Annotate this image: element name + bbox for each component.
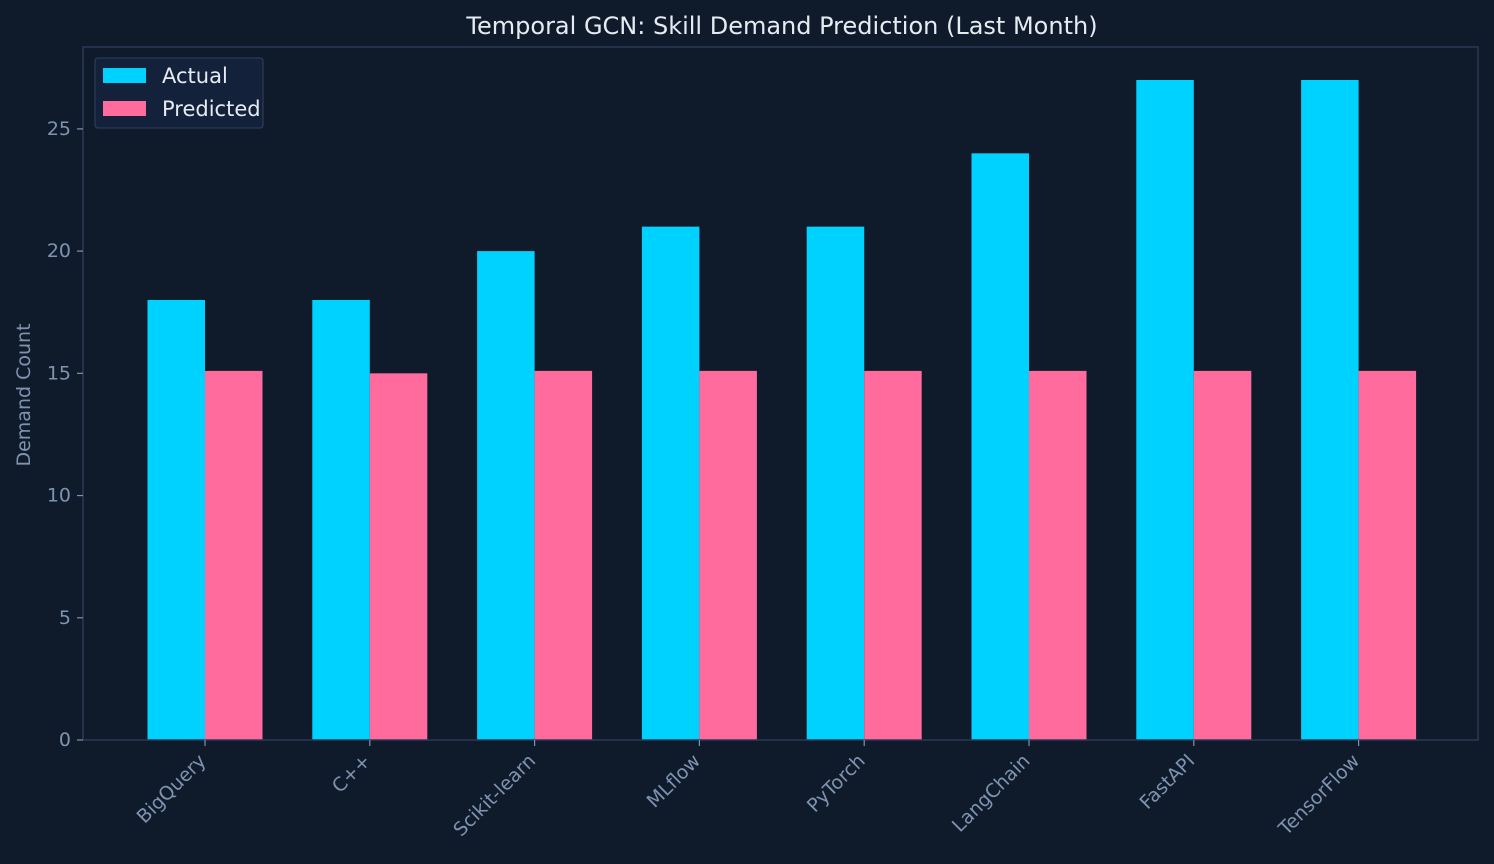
bar-predicted-scikit-learn <box>534 370 593 740</box>
bar-predicted-fastapi <box>1193 370 1252 740</box>
y-tick-label: 0 <box>59 729 71 751</box>
plot-frame <box>82 46 1479 741</box>
y-tick-label: 10 <box>47 485 71 507</box>
bar-actual-pytorch <box>806 226 865 740</box>
bar-actual-tensorflow <box>1301 80 1359 740</box>
y-tick-label: 20 <box>47 240 71 262</box>
chart-title: Temporal GCN: Skill Demand Prediction (L… <box>465 12 1097 40</box>
y-axis-label: Demand Count <box>13 323 35 466</box>
bar-actual-bigquery <box>147 300 205 740</box>
bar-predicted-pytorch <box>864 370 922 740</box>
y-tick-label: 25 <box>47 118 71 140</box>
bar-predicted-langchain <box>1029 370 1087 740</box>
bar-predicted-bigquery <box>205 370 263 740</box>
bar-actual-langchain <box>971 153 1029 741</box>
bar-predicted-tensorflow <box>1358 370 1417 740</box>
bar-predicted-mlflow <box>699 370 757 740</box>
bar-actual-fastapi <box>1136 80 1194 740</box>
bar-actual-c <box>312 300 370 740</box>
bar-actual-scikit-learn <box>477 251 535 740</box>
y-tick-label: 5 <box>59 607 71 629</box>
y-tick-label: 15 <box>47 362 71 384</box>
legend-swatch-predicted <box>103 101 146 116</box>
legend-label-predicted: Predicted <box>162 97 261 121</box>
bar-actual-mlflow <box>641 226 700 740</box>
legend: Actual Predicted <box>94 57 264 129</box>
bar-predicted-c <box>369 373 428 740</box>
legend-label-actual: Actual <box>162 64 228 88</box>
legend-swatch-actual <box>103 68 146 83</box>
